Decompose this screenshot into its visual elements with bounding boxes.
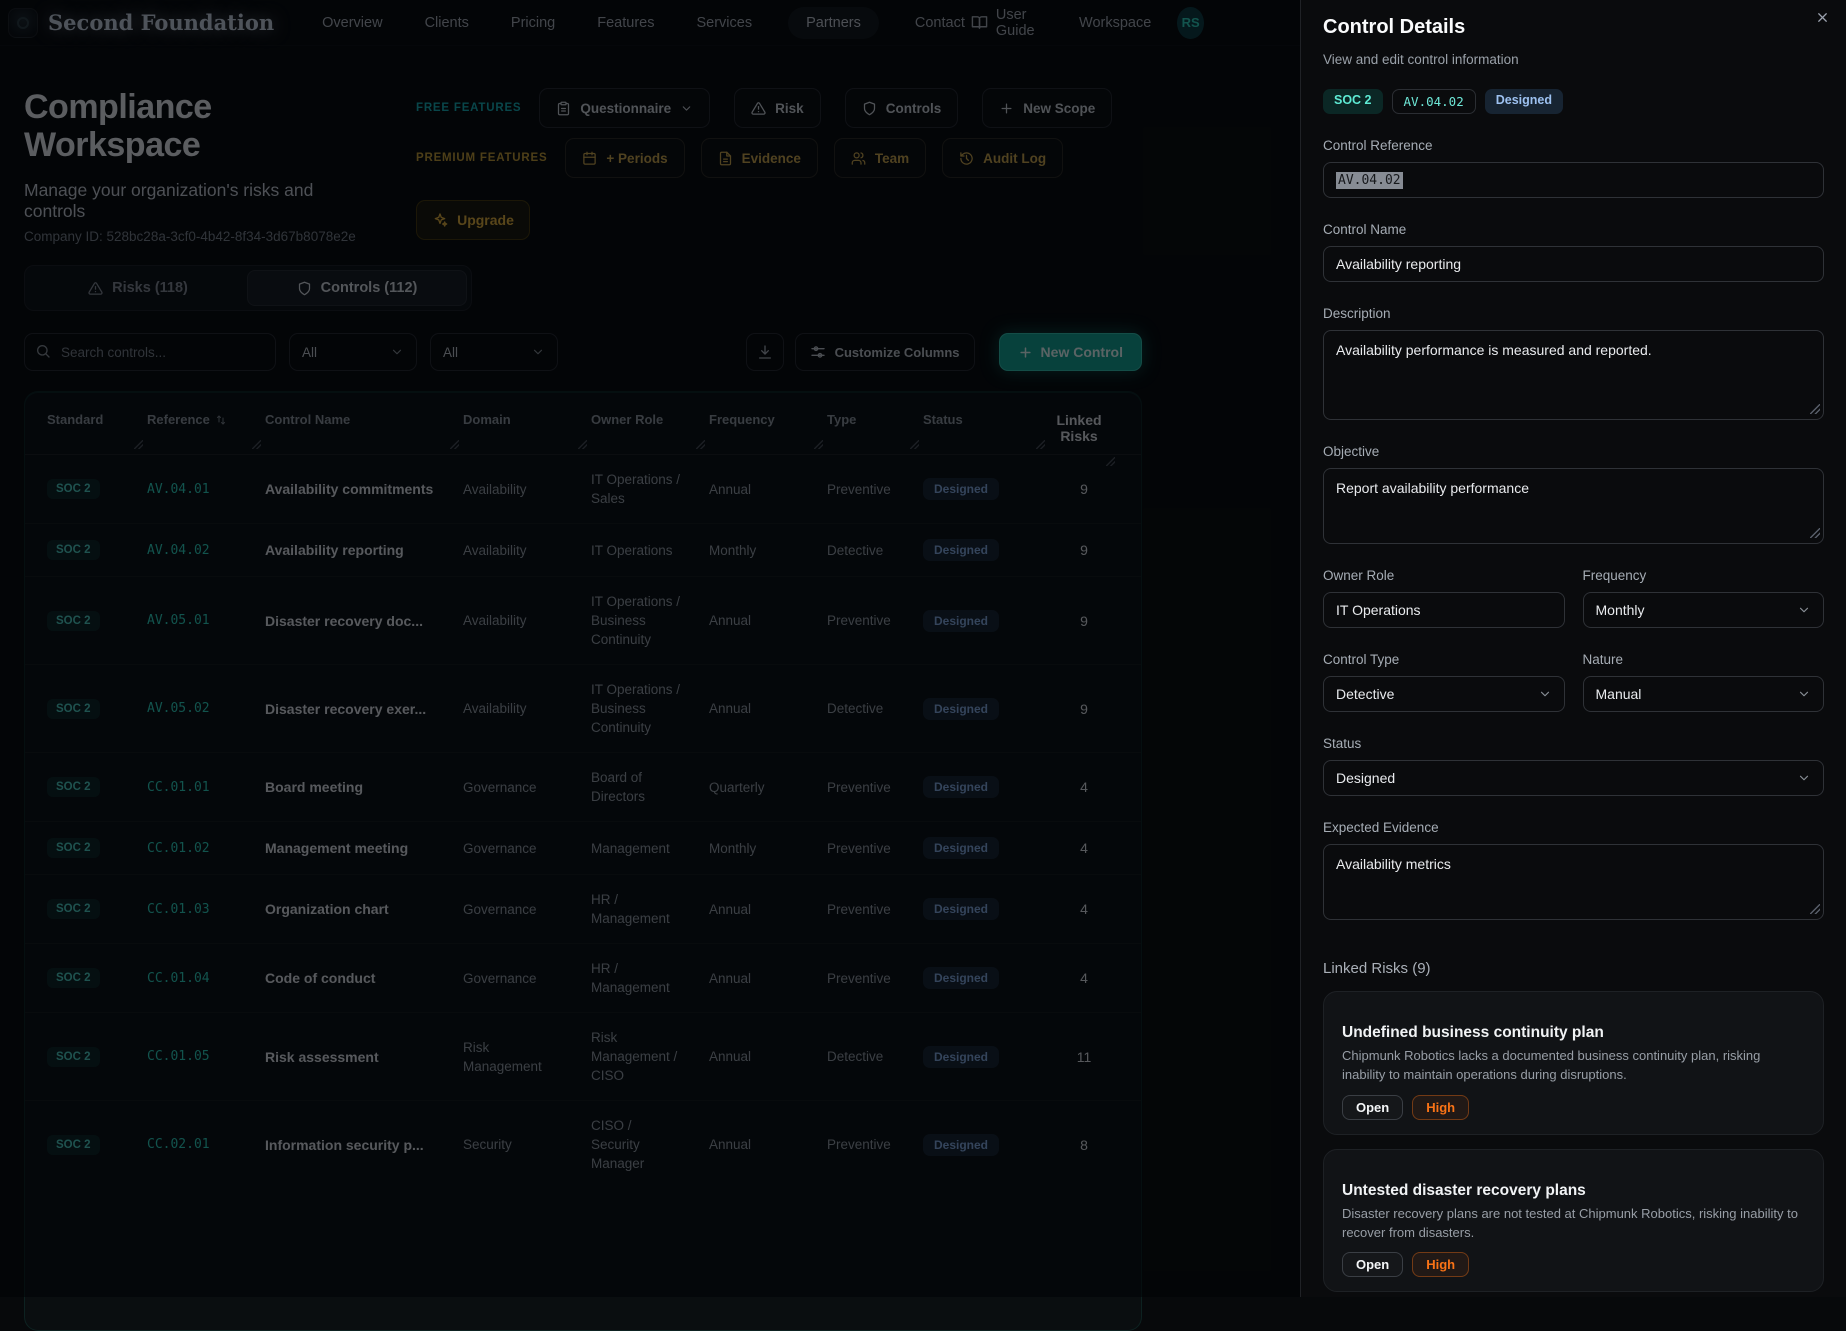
panel-subtitle: View and edit control information xyxy=(1323,52,1519,67)
panel-title: Control Details xyxy=(1323,16,1466,38)
frequency-value: Monthly xyxy=(1595,602,1645,618)
control-details-panel: Control Details View and edit control in… xyxy=(1300,0,1846,1297)
risk-badges: Open High xyxy=(1342,1252,1805,1278)
field-control-name: Control Name xyxy=(1323,222,1824,282)
control-type-value: Detective xyxy=(1336,686,1395,702)
nature-value: Manual xyxy=(1595,686,1642,702)
control-type-select[interactable]: Detective xyxy=(1323,676,1565,712)
risk-severity-badge: High xyxy=(1412,1094,1470,1120)
close-icon[interactable] xyxy=(1815,10,1830,25)
field-control-reference: Control Reference AV.04.02 xyxy=(1323,138,1824,198)
field-expected-evidence: Expected Evidence Availability metrics xyxy=(1323,820,1824,920)
overlay-scrim[interactable] xyxy=(0,0,1300,1297)
field-owner-role: Owner Role xyxy=(1323,568,1565,628)
status-select[interactable]: Designed xyxy=(1323,760,1824,796)
chevron-down-icon xyxy=(1797,603,1811,617)
standard-badge: SOC 2 xyxy=(1323,89,1383,114)
objective-textarea[interactable]: Report availability performance xyxy=(1323,468,1824,544)
field-status: Status Designed xyxy=(1323,736,1824,796)
frequency-select[interactable]: Monthly xyxy=(1582,592,1824,628)
linked-risk-card[interactable]: Undefined business continuity plan Chipmu… xyxy=(1323,991,1824,1135)
expected-evidence-label: Expected Evidence xyxy=(1323,820,1439,835)
control-reference-input[interactable]: AV.04.02 xyxy=(1323,162,1824,198)
status-value: Designed xyxy=(1336,770,1396,786)
risk-description: Chipmunk Robotics lacks a documented bus… xyxy=(1342,1048,1761,1082)
reference-badge: AV.04.02 xyxy=(1391,89,1476,114)
risk-title: Undefined business continuity plan xyxy=(1342,1024,1604,1041)
description-textarea[interactable]: Availability performance is measured and… xyxy=(1323,330,1824,420)
status-label: Status xyxy=(1323,736,1362,751)
control-name-label: Control Name xyxy=(1323,222,1407,237)
risk-title: Untested disaster recovery plans xyxy=(1342,1181,1586,1199)
field-description: Description Availability performance is … xyxy=(1323,306,1824,420)
risk-badges: Open High xyxy=(1342,1094,1805,1120)
linked-risks-list: Undefined business continuity plan Chipmu… xyxy=(1323,991,1824,1293)
risk-severity-badge: High xyxy=(1412,1252,1470,1278)
linked-risks-heading: Linked Risks (9) xyxy=(1323,960,1431,977)
panel-badges: SOC 2 AV.04.02 Designed xyxy=(1323,89,1824,114)
risk-description: Disaster recovery plans are not tested a… xyxy=(1342,1205,1798,1240)
nature-label: Nature xyxy=(1582,652,1624,667)
control-reference-value: AV.04.02 xyxy=(1336,171,1403,189)
nature-select[interactable]: Manual xyxy=(1582,676,1824,712)
chevron-down-icon xyxy=(1538,687,1552,701)
expected-evidence-textarea[interactable]: Availability metrics xyxy=(1323,844,1824,920)
field-nature: Nature Manual xyxy=(1582,652,1824,712)
frequency-label: Frequency xyxy=(1582,568,1647,583)
risk-status-badge: Open xyxy=(1342,1252,1404,1278)
owner-role-input[interactable] xyxy=(1323,592,1565,628)
objective-label: Objective xyxy=(1323,444,1380,459)
owner-role-label: Owner Role xyxy=(1323,568,1395,583)
field-frequency: Frequency Monthly xyxy=(1582,568,1824,628)
control-reference-label: Control Reference xyxy=(1323,138,1433,153)
linked-risk-card[interactable]: Untested disaster recovery plans Disaster… xyxy=(1323,1148,1824,1293)
status-badge: Designed xyxy=(1484,89,1563,114)
field-control-type: Control Type Detective xyxy=(1323,652,1565,712)
chevron-down-icon xyxy=(1797,687,1811,701)
field-objective: Objective Report availability performanc… xyxy=(1323,444,1824,544)
chevron-down-icon xyxy=(1797,771,1811,785)
control-name-input[interactable] xyxy=(1323,246,1824,282)
description-label: Description xyxy=(1323,306,1391,321)
control-type-label: Control Type xyxy=(1323,652,1400,667)
risk-status-badge: Open xyxy=(1342,1094,1404,1120)
